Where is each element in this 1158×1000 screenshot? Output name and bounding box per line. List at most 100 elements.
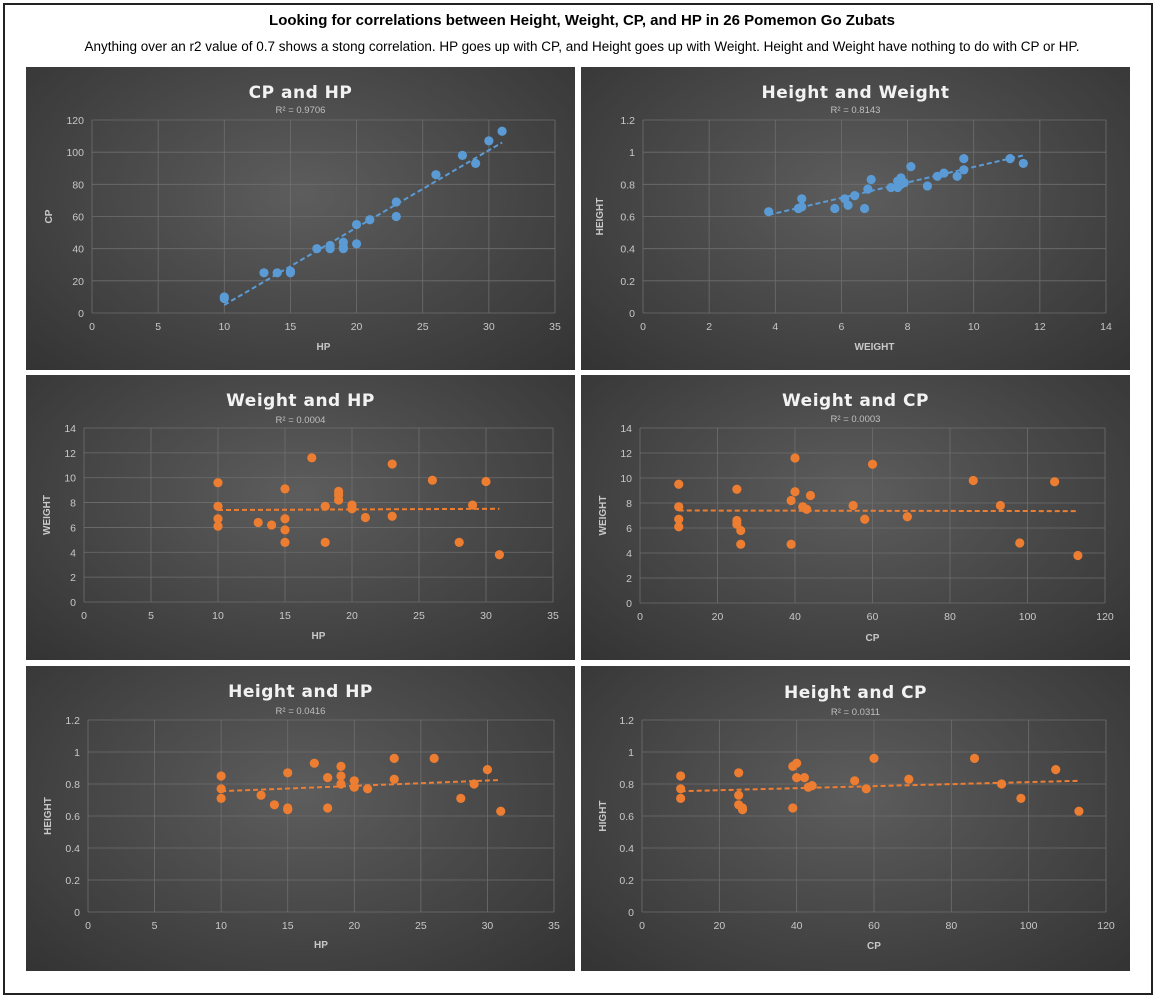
data-point bbox=[484, 136, 494, 146]
y-tick-label: 12 bbox=[620, 448, 632, 460]
x-tick-label: 20 bbox=[351, 321, 363, 333]
x-tick-label: 25 bbox=[415, 920, 427, 932]
data-point bbox=[454, 537, 464, 547]
data-point bbox=[280, 484, 290, 494]
y-axis-label: HIGHT bbox=[598, 800, 609, 831]
data-point bbox=[309, 758, 319, 768]
data-point bbox=[792, 758, 802, 768]
x-tick-label: 10 bbox=[215, 920, 227, 932]
y-tick-label: 12 bbox=[64, 448, 76, 460]
data-point bbox=[788, 803, 798, 813]
data-point bbox=[1016, 793, 1026, 803]
data-point bbox=[312, 244, 322, 254]
data-point bbox=[456, 793, 466, 803]
data-point bbox=[351, 239, 362, 249]
trendline bbox=[680, 779, 1079, 793]
data-point bbox=[850, 190, 860, 201]
data-point bbox=[906, 162, 916, 172]
data-point bbox=[213, 478, 223, 488]
x-tick-label: 40 bbox=[791, 920, 803, 932]
data-point bbox=[959, 165, 969, 175]
chart-title: Weight and HP bbox=[226, 391, 375, 411]
data-point bbox=[995, 500, 1005, 511]
data-point bbox=[1073, 550, 1083, 561]
data-point bbox=[334, 495, 344, 505]
data-point bbox=[843, 200, 853, 210]
y-tick-label: 1 bbox=[74, 747, 80, 759]
chart-title: Height and Weight bbox=[762, 83, 950, 103]
data-point bbox=[805, 490, 816, 501]
data-point bbox=[676, 771, 686, 781]
data-point bbox=[1015, 538, 1025, 548]
data-point bbox=[969, 753, 980, 763]
data-point bbox=[952, 171, 962, 181]
data-point bbox=[280, 525, 290, 535]
chart-svg: Weight and HP R² = 0.0004 0 2 4 6 8 10 12 14 0 5 10 1… bbox=[42, 391, 559, 642]
r-squared-label: R² = 0.0311 bbox=[831, 707, 880, 718]
x-tick-label: 0 bbox=[640, 321, 646, 333]
data-point bbox=[360, 512, 370, 523]
y-tick-label: 1.2 bbox=[65, 715, 80, 727]
chart-svg: Height and Weight R² = 0.8143 0 0.2 0.4 0.6 0.… bbox=[595, 83, 1112, 353]
chart-title: CP and HP bbox=[249, 83, 353, 103]
x-tick-label: 6 bbox=[839, 321, 845, 333]
data-point bbox=[219, 292, 229, 302]
y-tick-label: 0.4 bbox=[619, 843, 634, 855]
y-tick-label: 1 bbox=[628, 747, 634, 759]
y-tick-label: 6 bbox=[626, 523, 632, 535]
y-tick-label: 6 bbox=[70, 522, 76, 534]
data-point bbox=[307, 453, 317, 463]
x-tick-label: 60 bbox=[868, 920, 880, 932]
y-tick-label: 8 bbox=[70, 498, 76, 510]
data-point bbox=[959, 154, 969, 164]
figure-subtitle: Anything over an r2 value of 0.7 shows a… bbox=[84, 39, 1080, 54]
data-point bbox=[496, 806, 506, 816]
data-point bbox=[1005, 154, 1015, 164]
data-point bbox=[859, 203, 870, 214]
y-tick-label: 2 bbox=[626, 573, 632, 585]
data-point bbox=[325, 240, 335, 251]
data-point bbox=[939, 168, 949, 178]
x-axis-label: WEIGHT bbox=[855, 342, 895, 353]
data-point bbox=[323, 803, 333, 813]
y-tick-label: 4 bbox=[626, 548, 632, 560]
y-tick-label: 2 bbox=[70, 572, 76, 584]
data-point bbox=[786, 495, 796, 506]
x-tick-label: 35 bbox=[547, 610, 559, 622]
chart-title: Height and CP bbox=[784, 683, 927, 703]
data-point bbox=[764, 207, 774, 217]
data-point bbox=[363, 784, 373, 794]
y-axis-label: WEIGHT bbox=[42, 495, 53, 535]
x-tick-label: 20 bbox=[713, 920, 725, 932]
data-point bbox=[213, 501, 223, 511]
data-point bbox=[320, 537, 330, 547]
x-tick-label: 20 bbox=[348, 920, 360, 932]
data-point bbox=[338, 237, 348, 247]
data-point bbox=[481, 476, 491, 487]
data-point bbox=[790, 453, 800, 463]
y-tick-label: 40 bbox=[72, 244, 84, 256]
data-point bbox=[850, 776, 860, 786]
data-point bbox=[869, 753, 879, 763]
data-point bbox=[886, 182, 896, 193]
chart-title: Weight and CP bbox=[782, 391, 929, 411]
data-point bbox=[797, 194, 807, 204]
y-tick-label: 0 bbox=[70, 597, 76, 609]
data-point bbox=[674, 502, 684, 512]
y-tick-label: 8 bbox=[626, 498, 632, 510]
x-axis-label: HP bbox=[312, 631, 326, 642]
data-point bbox=[494, 550, 504, 560]
y-tick-label: 0 bbox=[78, 308, 84, 320]
x-tick-label: 120 bbox=[1097, 920, 1115, 932]
data-point bbox=[253, 517, 263, 528]
x-tick-label: 0 bbox=[89, 321, 95, 333]
r-squared-label: R² = 0.0416 bbox=[276, 706, 326, 717]
x-tick-label: 0 bbox=[85, 920, 91, 932]
y-tick-label: 100 bbox=[66, 147, 84, 159]
data-point bbox=[1018, 158, 1028, 169]
x-tick-label: 15 bbox=[279, 610, 291, 622]
x-tick-label: 80 bbox=[945, 920, 957, 932]
data-point bbox=[863, 184, 873, 194]
data-point bbox=[861, 784, 871, 794]
y-tick-label: 0.6 bbox=[620, 212, 635, 224]
